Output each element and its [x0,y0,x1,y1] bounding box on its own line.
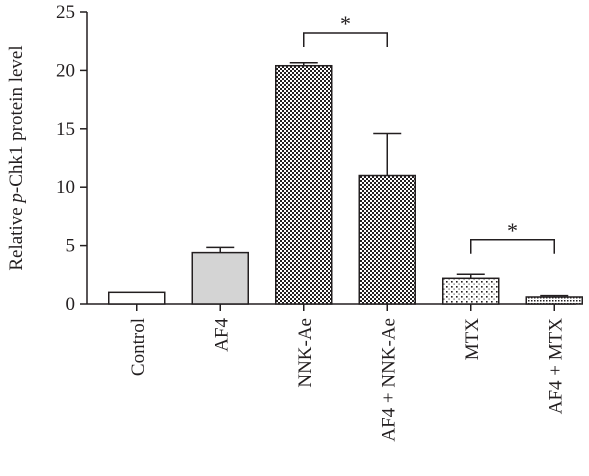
category-label: AF4 + MTX [545,318,566,415]
significance-bracket [470,239,555,254]
bar-af4 [191,251,249,305]
significance-star: * [340,11,351,36]
category-label: AF4 [211,318,232,352]
y-tick-label: 5 [66,236,76,257]
bar-mtx [442,277,500,305]
significance-star: * [507,218,518,243]
category-label: NNK-Ae [295,318,316,388]
y-axis-label-part: -Chk1 protein level [6,45,27,193]
y-tick-label: 15 [56,119,75,140]
y-tick-label: 20 [56,60,75,81]
error-bars [206,62,569,297]
significance-bracket [303,32,388,48]
significance-brackets: ** [303,11,555,254]
bar-af4-nnk-ae [358,174,416,305]
bars [108,64,583,305]
y-axis-label-part: p [6,193,27,205]
labels: 0 5 10 15 20 25 Relative p-Chk1 protein level C… [6,2,566,442]
y-axis-label-part: Relative [6,203,27,271]
y-axis-label: Relative p-Chk1 protein level [6,45,27,270]
bar-af4-mtx [525,296,583,305]
y-tick-label: 25 [56,2,75,23]
bar-control [108,291,166,305]
y-tick-label: 0 [66,294,76,315]
category-label: AF4 + NNK-Ae [378,318,399,442]
bar-nnk-ae [275,64,333,305]
category-label: MTX [462,318,483,361]
y-tick-label: 10 [56,177,75,198]
category-label: Control [128,318,149,376]
